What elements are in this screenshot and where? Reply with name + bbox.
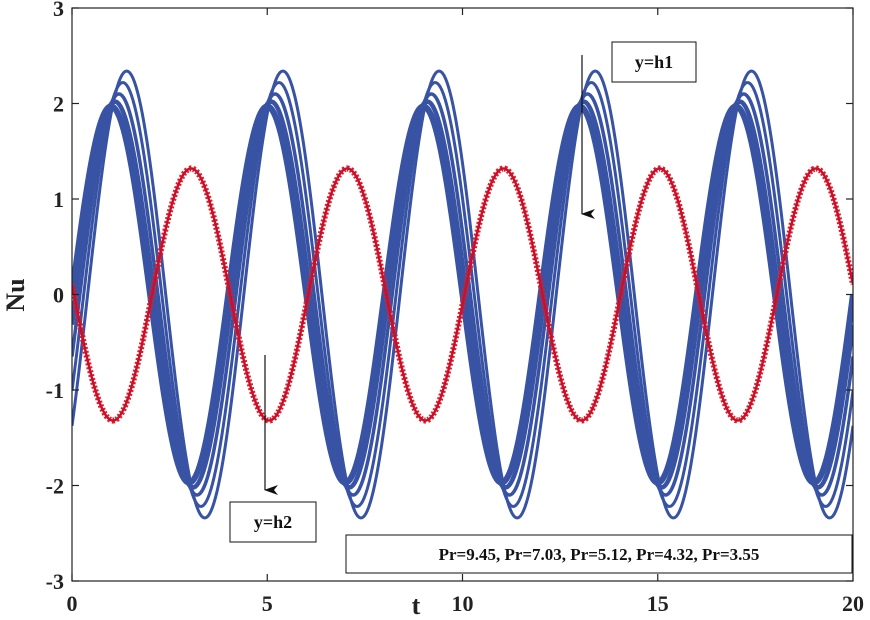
x-tick-label: 20 — [842, 591, 864, 616]
y-axis-title: Nu — [1, 278, 30, 311]
y-tick-label: 0 — [53, 283, 64, 308]
legend: Pr=9.45, Pr=7.03, Pr=5.12, Pr=4.32, Pr=3… — [345, 534, 853, 574]
series-layer — [72, 69, 853, 520]
annotation-h1-box — [611, 41, 697, 83]
x-tick-label: 5 — [262, 591, 273, 616]
x-tick-label: 10 — [452, 591, 474, 616]
x-tick-label: 0 — [67, 591, 78, 616]
x-axis-title: t — [412, 591, 421, 620]
series-line-h1 — [72, 103, 853, 486]
annotation-h2-label: y=h2 — [254, 512, 292, 532]
annotation-h1: y=h1 — [581, 41, 697, 219]
legend-box — [345, 534, 853, 574]
y-tick-label: 2 — [53, 92, 64, 117]
y-tick-label: 1 — [53, 187, 64, 212]
y-tick-label: 3 — [53, 0, 64, 21]
series-line-h1 — [72, 92, 853, 497]
legend-text: Pr=9.45, Pr=7.03, Pr=5.12, Pr=4.32, Pr=3… — [439, 545, 760, 564]
series-line-h1 — [72, 69, 853, 520]
y-tick-label: -2 — [46, 474, 64, 499]
annotation-h2: y=h2 — [229, 355, 317, 543]
y-tick-label: -1 — [46, 378, 64, 403]
series-line-h1 — [72, 99, 853, 490]
y-tick-label: -3 — [46, 569, 64, 594]
series-line-h2 — [72, 167, 853, 422]
annotation-h1-label: y=h1 — [635, 52, 673, 72]
ticks-layer: 0 5 10 15 20 -3 -2 -1 0 1 2 3 — [46, 0, 864, 616]
series-line-h1 — [72, 81, 853, 508]
annotation-h2-box — [229, 501, 317, 543]
x-tick-label: 15 — [647, 591, 669, 616]
